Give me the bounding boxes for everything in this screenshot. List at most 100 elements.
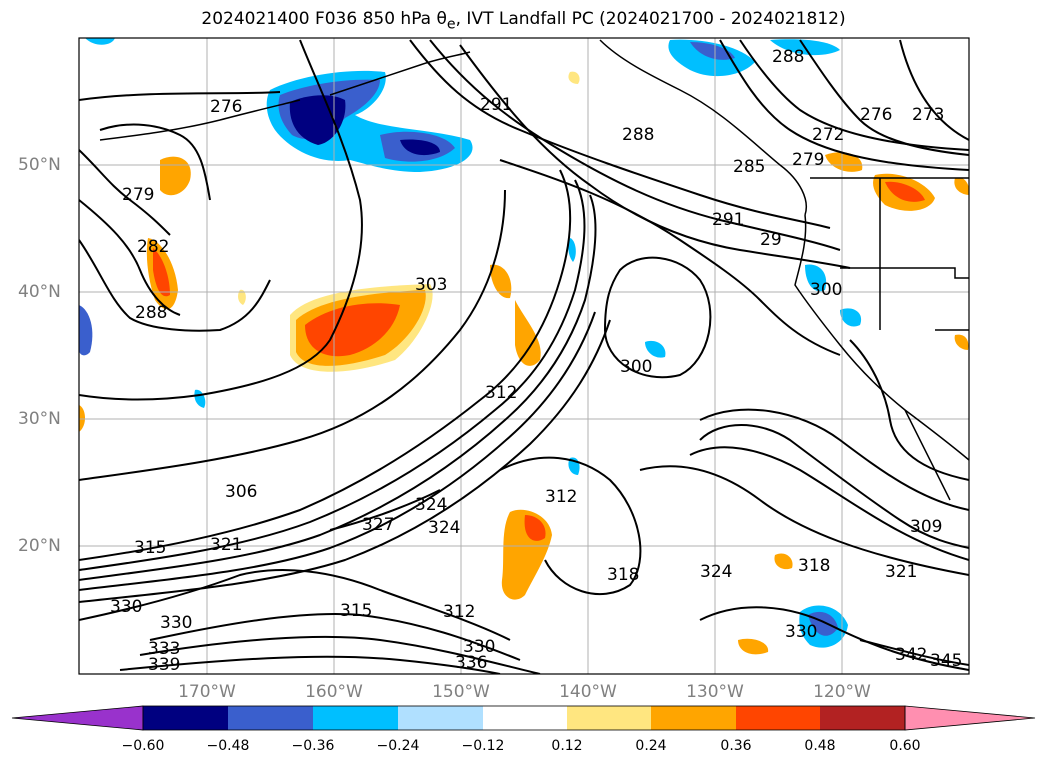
contour-324b — [639, 465, 969, 576]
lat-label: 20°N — [18, 536, 61, 556]
contour-339 — [119, 655, 501, 674]
pos-anomaly-small5 — [954, 334, 969, 350]
contour-label: 312 — [485, 383, 517, 403]
lat-label: 30°N — [18, 409, 61, 429]
lat-label: 50°N — [18, 155, 61, 175]
contour-label: 291 — [480, 95, 512, 115]
contour-label: 315 — [340, 601, 372, 621]
contour-321b — [689, 446, 969, 561]
contour-327 — [329, 489, 441, 531]
colorbar-tick: −0.60 — [121, 738, 165, 754]
contour-279b — [99, 123, 211, 201]
colorbar-tick: 0.60 — [889, 738, 921, 754]
colorbar-tick: 0.36 — [720, 738, 752, 754]
colorbar-segment — [313, 706, 398, 730]
neg-anomaly-gulf3 — [690, 42, 735, 60]
contour-label: 29 — [760, 230, 782, 250]
colorbar-tick: −0.36 — [291, 738, 335, 754]
contour-300 — [499, 159, 841, 356]
aleutian-chain — [99, 99, 301, 141]
neg-anomaly-west-edge — [79, 305, 93, 356]
contour-label: 312 — [443, 602, 475, 622]
gridlines — [79, 38, 969, 674]
neg-anomaly-ca — [805, 264, 827, 292]
pos-anomaly-small1 — [774, 553, 793, 570]
contour-label: 303 — [415, 275, 447, 295]
contour-330a — [79, 569, 511, 641]
colorbar-segment — [820, 706, 905, 730]
contour-label: 288 — [135, 303, 167, 323]
pos-anomaly-small3 — [568, 71, 580, 84]
colorbar-tick: −0.12 — [461, 738, 505, 754]
colorbar-segment — [483, 706, 567, 730]
contour-label: 279 — [122, 185, 154, 205]
contour-label: 272 — [812, 125, 844, 145]
colorbar-tick: 0.24 — [635, 738, 667, 754]
contour-288c — [739, 39, 969, 151]
contour-label: 324 — [428, 518, 460, 538]
contour-label: 318 — [607, 565, 639, 585]
neg-anomaly-ca2 — [840, 308, 862, 327]
pos-anomaly-nw — [160, 156, 191, 196]
contour-label: 327 — [362, 515, 394, 535]
contour-336 — [859, 639, 969, 666]
contour-label: 273 — [912, 105, 944, 125]
contour-273 — [899, 39, 969, 141]
colorbar-tick: −0.24 — [376, 738, 420, 754]
contour-label: 336 — [455, 653, 487, 673]
contour-label: 288 — [622, 125, 654, 145]
contour-282 — [79, 199, 181, 316]
contour-label: 300 — [810, 280, 842, 300]
colorbar-segment — [228, 706, 313, 730]
contour-291 — [409, 39, 831, 229]
contour-label: 339 — [148, 655, 180, 675]
contour-label-group: 276 279 282 288 303 291 288 288 285 279 … — [110, 47, 962, 675]
pos-anomaly-small6 — [238, 289, 246, 305]
contour-label: 345 — [930, 651, 962, 671]
colorbar-segment — [567, 706, 651, 730]
contour-330b — [149, 613, 521, 661]
contour-330c — [699, 606, 969, 671]
contour-276 — [79, 91, 281, 101]
contour-285 — [719, 39, 969, 171]
contour-303b — [849, 339, 969, 481]
contour-label: 330 — [160, 613, 192, 633]
contour-315 — [79, 194, 597, 581]
contour-318 — [499, 456, 642, 595]
map-title: 2024021400 F036 850 hPa θe, IVT Landfall… — [201, 9, 846, 33]
state-border3 — [840, 267, 969, 279]
lon-label: 130°W — [686, 682, 744, 702]
colorbar-tick: −0.48 — [206, 738, 250, 754]
contour-label: 288 — [772, 47, 804, 67]
contour-306 — [79, 189, 506, 481]
contour-303 — [79, 39, 363, 401]
pos-anomaly-edge — [954, 177, 969, 195]
us-west-coast — [794, 214, 969, 461]
contour-333 — [139, 635, 541, 674]
contour-309 — [699, 408, 969, 511]
contour-279a — [79, 149, 171, 236]
contour-label: 342 — [895, 645, 927, 665]
contour-label: 312 — [545, 487, 577, 507]
contour-label: 300 — [620, 357, 652, 377]
contour-312a — [79, 169, 572, 561]
colorbar — [11, 705, 1036, 731]
colorbar-tick: 0.12 — [551, 738, 583, 754]
contour-label: 309 — [910, 517, 942, 537]
lon-label: 120°W — [813, 682, 871, 702]
contour-label: 330 — [110, 597, 142, 617]
pos-anomaly-mid-top — [490, 264, 512, 299]
map-frame — [78, 37, 970, 675]
contour-288 — [79, 239, 271, 332]
pos-anomaly-south-core — [524, 515, 546, 541]
neg-anomaly-east-core — [400, 139, 440, 156]
alaska-coast — [329, 51, 471, 96]
pos-anomaly-canada-core — [885, 181, 925, 202]
colorbar-segment — [736, 706, 820, 730]
contour-291b — [429, 39, 841, 251]
contour-label: 282 — [137, 237, 169, 257]
pos-anomaly-small2 — [738, 638, 769, 655]
lon-label: 140°W — [559, 682, 617, 702]
colorbar-low-extend — [11, 705, 144, 731]
neg-anomaly-top — [85, 38, 115, 45]
